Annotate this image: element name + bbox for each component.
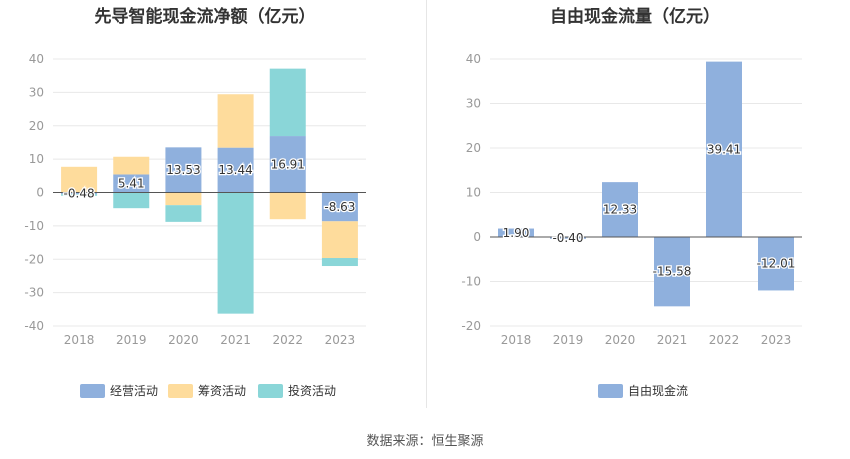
- chart1-bar-2: [61, 166, 98, 193]
- chart2-data-label: -0.40: [552, 231, 583, 245]
- chart1-ytick-label: 10: [29, 152, 44, 166]
- chart2-xtick-label: 2018: [501, 333, 532, 347]
- chart2-data-label: 1.90: [503, 226, 530, 240]
- chart1-xtick-label: 2018: [64, 333, 95, 347]
- chart2-data-label: -15.58: [653, 265, 692, 279]
- chart2-xtick-label: 2023: [761, 333, 792, 347]
- chart2-bar: [706, 61, 742, 237]
- chart2-bar: [550, 237, 586, 239]
- chart1-ytick-label: -20: [24, 252, 44, 266]
- chart2-ytick-label: -10: [461, 275, 481, 289]
- chart1-bar-2: [165, 192, 202, 206]
- chart2-xtick-label: 2022: [709, 333, 740, 347]
- chart1-bar-3: [217, 192, 254, 314]
- chart1-bar-2: [113, 156, 150, 175]
- chart1-bar-1: [321, 192, 358, 222]
- chart1-xtick-label: 2019: [116, 333, 147, 347]
- chart2-legend-label: 自由现金流: [628, 383, 688, 398]
- chart1-data-label: 13.53: [166, 163, 200, 177]
- chart1-bar-3: [165, 205, 202, 222]
- chart1-ytick-label: -40: [24, 319, 44, 333]
- source-value: 恒生聚源: [431, 434, 484, 449]
- chart1-bar-3: [113, 192, 150, 209]
- chart1-bar-1: [269, 136, 306, 193]
- chart2-bar: [654, 237, 690, 307]
- chart1-data-label: 5.41: [118, 176, 145, 190]
- chart1-legend-swatch: [168, 384, 193, 398]
- chart1-bar-2: [321, 221, 358, 259]
- chart2-bar: [758, 237, 794, 291]
- chart1-ytick-label: 0: [36, 186, 44, 200]
- chart1-xtick-label: 2023: [325, 333, 356, 347]
- chart2-ytick-label: 30: [466, 97, 481, 111]
- chart1-legend-swatch: [258, 384, 283, 398]
- chart1-ytick-label: 40: [29, 52, 44, 66]
- chart1-bar-1: [113, 174, 150, 193]
- chart1-bar-2: [269, 192, 306, 220]
- chart1-bar-1: [165, 147, 202, 193]
- chart1-bar-3: [321, 258, 358, 267]
- chart2-ytick-label: 40: [466, 52, 481, 66]
- chart2-xtick-label: 2021: [657, 333, 688, 347]
- chart1-legend-label: 筹资活动: [198, 384, 246, 398]
- chart1-data-label: -0.48: [64, 186, 95, 200]
- chart1-xtick-label: 2022: [272, 333, 303, 347]
- chart1-bar-1: [61, 192, 98, 195]
- chart1-bar-3: [269, 68, 306, 137]
- chart2-data-label: -12.01: [757, 257, 796, 271]
- panel-divider: [426, 0, 427, 408]
- chart1-title: 先导智能现金流净额（亿元）: [94, 7, 316, 27]
- chart2-title: 自由现金流量（亿元）: [550, 7, 720, 27]
- chart1-ytick-label: -10: [24, 219, 44, 233]
- data-source: 数据来源：恒生聚源: [0, 430, 850, 449]
- chart2-xtick-label: 2019: [553, 333, 584, 347]
- source-label: 数据来源：: [366, 434, 432, 449]
- chart2-data-label: 39.41: [707, 142, 741, 156]
- chart2-ytick-label: 20: [466, 141, 481, 155]
- chart1-ytick-label: -30: [24, 286, 44, 300]
- chart1-ytick-label: 30: [29, 85, 44, 99]
- chart2-ytick-label: 10: [466, 186, 481, 200]
- chart1-xtick-label: 2021: [220, 333, 251, 347]
- chart1-data-label: -8.63: [324, 200, 355, 214]
- chart1-ytick-label: 20: [29, 119, 44, 133]
- chart1-legend-label: 经营活动: [110, 384, 158, 398]
- chart1-bar-2: [217, 94, 254, 148]
- chart1-xtick-label: 2020: [168, 333, 199, 347]
- chart1-bar-1: [217, 147, 254, 193]
- chart1-bar-3: [61, 194, 98, 196]
- chart2-xtick-label: 2020: [605, 333, 636, 347]
- chart1-legend-label: 投资活动: [288, 383, 336, 398]
- chart1-data-label: 13.44: [218, 163, 252, 177]
- chart2-ytick-label: -20: [461, 319, 481, 333]
- chart2-legend-swatch: [598, 384, 623, 398]
- chart2-ytick-label: 0: [473, 230, 481, 244]
- chart1-legend-swatch: [80, 384, 105, 398]
- chart2-bar: [498, 228, 534, 237]
- chart2-data-label: 12.33: [603, 203, 637, 217]
- chart1-data-label: 16.91: [271, 157, 305, 171]
- chart2-bar: [602, 182, 638, 237]
